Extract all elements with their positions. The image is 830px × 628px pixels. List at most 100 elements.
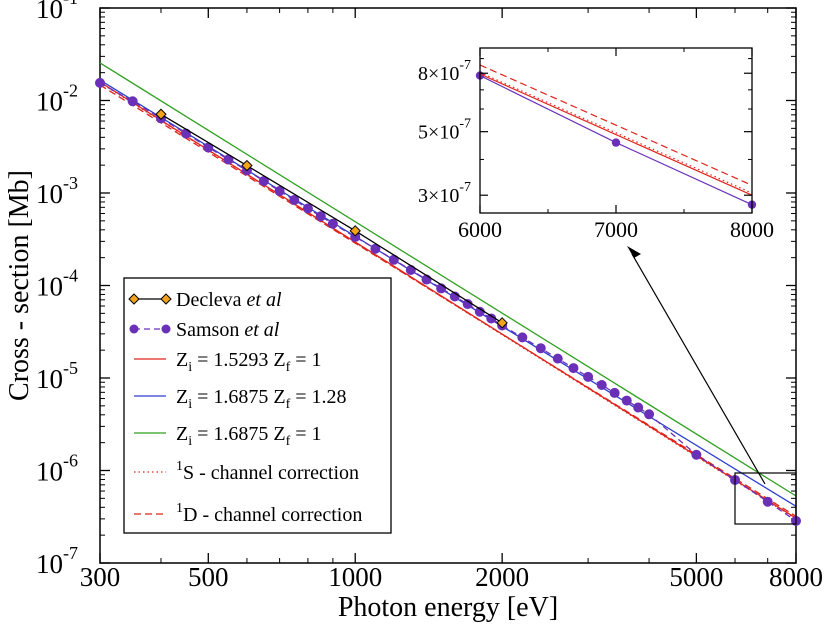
data-point-samson [644,409,655,420]
inset-series-samson [475,71,757,209]
x-axis-label: Photon energy [eV] [338,592,558,623]
inset-y-tick-exponent: -7 [459,117,471,132]
legend-item-s_channel: 1S - channel correction [134,459,359,484]
legend-text: = 1.6875 Z [192,423,286,445]
y-tick-exponent: -7 [63,543,78,563]
inset-y-tick-mantissa: 5×10 [418,122,459,144]
inset-x-tick-label: 8000 [730,217,774,242]
data-point-samson [609,387,620,398]
legend-label: Decleva et al [176,289,282,311]
zoom-arrow-head [627,246,641,258]
inset-background [478,46,754,215]
x-tick-label: 5000 [669,562,723,592]
main-plot: 300 500 1000 2000 5000 800010-710-610-510-410… [4,0,823,623]
y-tick-exponent: -3 [63,173,78,193]
inset-series-z15293 [479,73,753,196]
data-point-decleva [155,108,167,120]
legend-item-z15293: Zi = 1.5293 Zf = 1 [134,349,322,375]
legend-label: Zi = 1.6875 Zf = 1.28 [176,386,347,412]
legend-item-z16875_128: Zi = 1.6875 Zf = 1.28 [134,386,347,412]
x-tick-label: 8000 [769,562,823,592]
y-tick-base: 10 [36,0,63,24]
data-point-samson [535,343,546,354]
data-point-samson [568,363,579,374]
legend-superscript: 1 [176,501,183,516]
legend-text: = 1.5293 Z [192,349,286,371]
legend-text: = 1 [290,349,321,371]
legend-text: = 1.6875 Z [192,386,286,408]
series-d_channel [99,84,797,517]
inset-y-tick-exponent: -7 [459,180,471,195]
series-z16875_128 [99,79,797,507]
legend-text: Decleva [176,289,247,311]
x-tick-label: 2000 [475,562,529,592]
series-line-z16875_1 [99,62,797,497]
legend-text: = 1.28 [290,386,346,408]
legend-label: 1S - channel correction [176,459,359,484]
data-point-samson [633,402,644,413]
x-tick-label: 1000 [328,562,382,592]
legend-item-d_channel: 1D - channel correction [134,501,362,526]
series-z16875_1 [99,62,797,497]
series-line-decleva [160,113,503,324]
legend-label: Zi = 1.6875 Zf = 1 [176,423,322,449]
y-tick-label: 10-1 [36,0,78,24]
inset-series-d_channel [479,64,753,186]
y-tick-base: 10 [36,87,63,117]
y-axis-label: Cross - section [Mb] [4,170,35,401]
x-tick-label: 300 [80,562,121,592]
data-point-decleva [496,317,508,329]
data-point-samson [289,195,300,206]
y-tick-exponent: -6 [63,451,78,471]
y-tick-exponent: -1 [63,0,78,8]
inset-y-tick-label: 3×10-7 [418,180,471,207]
legend-label: 1D - channel correction [176,501,362,526]
data-point-samson [762,496,773,507]
data-point-samson [127,96,138,107]
data-point-samson [95,77,105,88]
data-point-samson [302,203,313,214]
data-point-decleva [349,225,361,237]
data-point-samson [315,211,326,222]
data-point-samson [517,332,528,343]
y-tick-base: 10 [36,549,63,579]
y-tick-base: 10 [36,179,63,209]
legend-item-decleva: Decleva et al [128,289,282,311]
y-tick-exponent: -4 [63,266,78,286]
legend-item-z16875_1: Zi = 1.6875 Zf = 1 [134,423,322,449]
legend-superscript: 1 [176,459,183,474]
inset-line-z15293 [479,73,753,196]
series-decleva [155,108,508,329]
inset-line-d_channel [479,64,753,186]
data-point-samson [596,380,607,391]
zoom-arrow-line [631,253,766,485]
inset-line-s_channel [479,71,753,194]
legend-text: Z [176,423,188,445]
inset-series-s_channel [479,71,753,194]
inset-y-tick-label: 5×10-7 [418,117,471,144]
legend-swatch-marker [160,293,172,305]
legend-text: = 1 [290,423,321,445]
y-tick-base: 10 [36,457,63,487]
x-tick-label: 500 [188,562,229,592]
inset-y-tick-exponent: -7 [459,58,471,73]
data-point-samson [621,395,632,406]
legend-label: Zi = 1.5293 Zf = 1 [176,349,322,375]
legend-subscript: i [188,397,192,412]
legend-subscript: f [286,434,291,449]
legend-box [123,277,392,534]
legend-subscript: i [188,434,192,449]
legend-swatch-marker [128,293,140,305]
data-point-samson [583,371,594,382]
legend-swatch-marker [129,324,139,334]
data-point-samson [327,218,338,229]
y-tick-label: 10-2 [36,81,78,117]
inset-y-tick-mantissa: 3×10 [418,185,459,207]
data-point-decleva [241,159,253,172]
series-line-z16875_128 [99,79,797,507]
legend-subscript: i [188,360,192,375]
y-tick-label: 10-5 [36,358,78,394]
